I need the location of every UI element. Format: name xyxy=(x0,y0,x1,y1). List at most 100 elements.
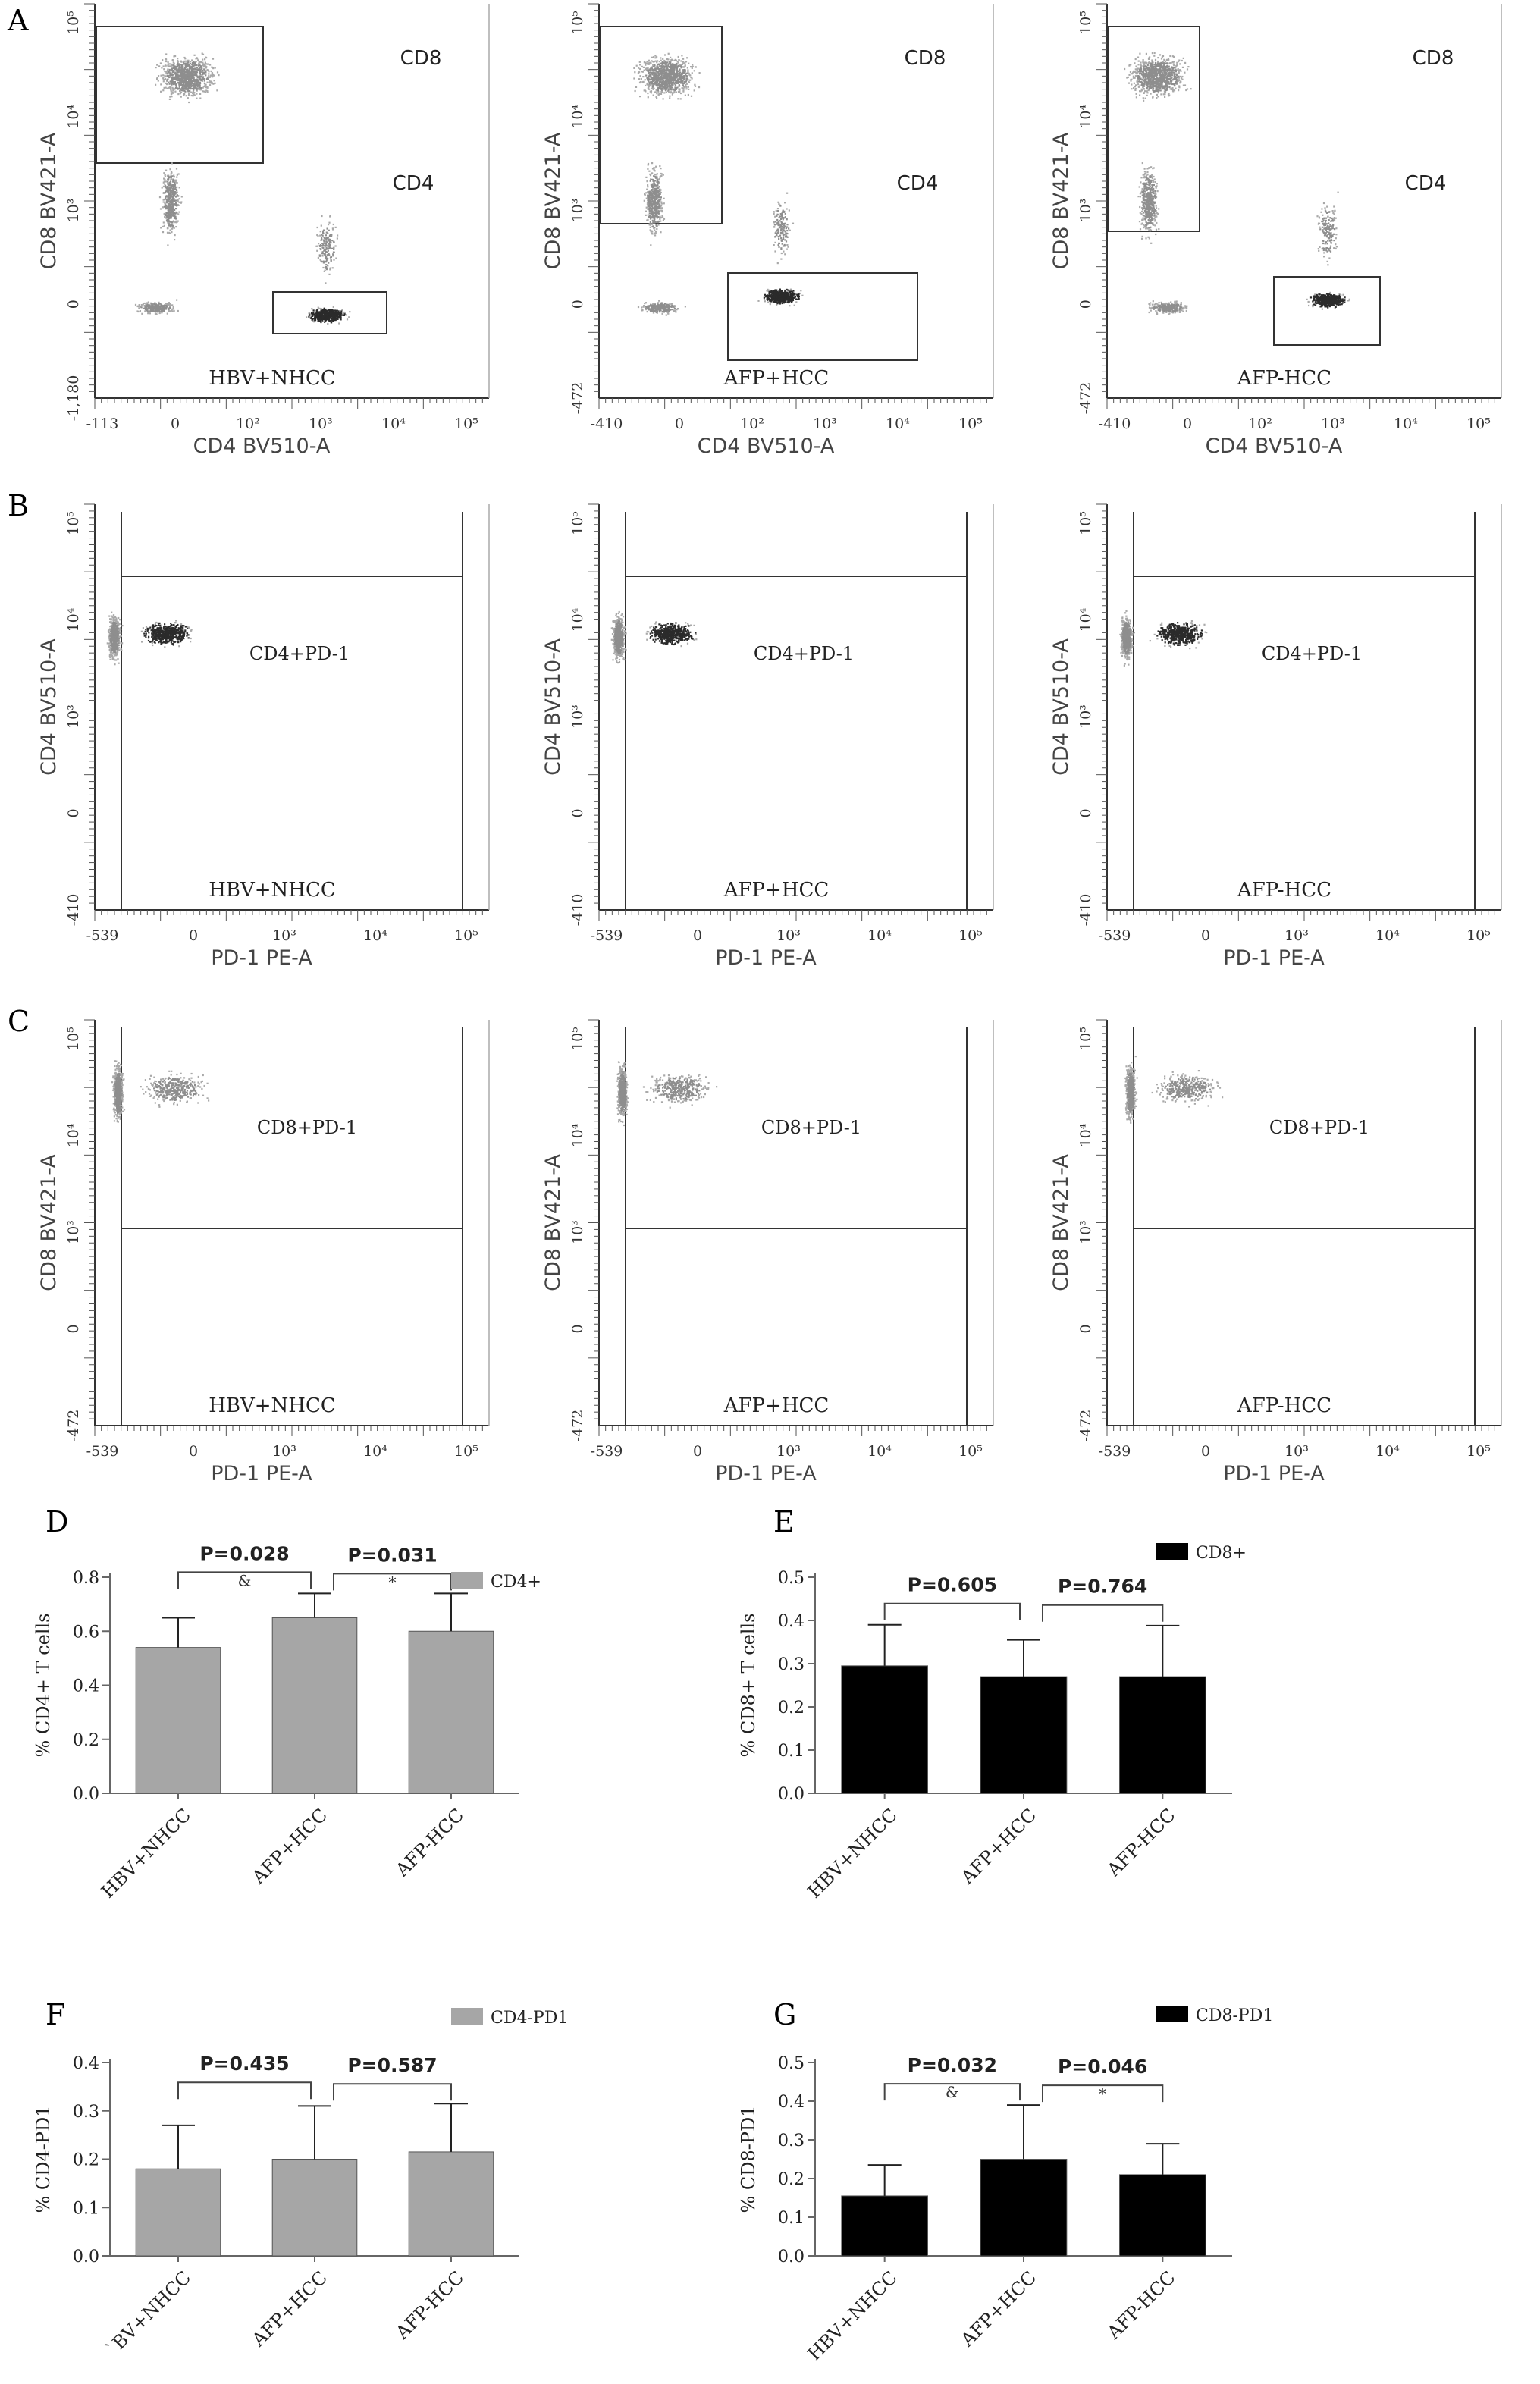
x-tick-label: 10⁴ xyxy=(1375,927,1400,944)
y-tick-label: 0.6 xyxy=(73,1623,99,1642)
x-axis-title: PD-1 PE-A xyxy=(715,1462,817,1485)
bar-chart-panels: 0.0 0.2 0.4 0.6 0.8 % CD4+ T cells HBV+NHCC AFP… xyxy=(33,1542,1273,2364)
double-negative-population xyxy=(134,299,179,315)
y-tick-label: -410 xyxy=(569,894,586,927)
x-tick-label: 10³ xyxy=(776,927,801,944)
cd4-population xyxy=(757,288,804,307)
flow-cytometry-panels: -113 0 10² 10³ 10⁴ 10⁵ -1,180 0 10³ 10⁴ 10⁵ CD4 BV5… xyxy=(37,3,1502,1485)
x-axis-title: CD4 BV510-A xyxy=(193,434,331,458)
x-tick-label: -539 xyxy=(86,927,119,944)
gate-label: CD4+PD-1 xyxy=(754,643,854,664)
cd8-gate-label: CD8 xyxy=(1413,47,1454,70)
p-value-label: P=0.587 xyxy=(347,2054,437,2076)
x-tick-label: 0 xyxy=(1201,927,1210,944)
bar-chart-e: 0.0 0.1 0.2 0.3 0.4 0.5 % CD8+ T cells HBV+NHCC… xyxy=(738,1543,1247,1902)
gate-label: CD8+PD-1 xyxy=(257,1117,357,1138)
gate-label: CD8+PD-1 xyxy=(1269,1117,1369,1138)
flow-plot-b-1: -539 0 10³ 10⁴ 10⁵ -410 0 10³ 10⁴ 10⁵ PD-1 PE-A CD4… xyxy=(37,503,490,970)
x-tick-label: 10⁴ xyxy=(867,927,892,944)
y-tick-label: 10⁴ xyxy=(569,607,586,632)
x-tick-label: AFP+HCC xyxy=(247,1804,331,1888)
x-tick-label: 10⁴ xyxy=(1375,1443,1400,1460)
legend-swatch xyxy=(1156,1543,1188,1560)
y-tick-label: 0.1 xyxy=(778,2209,805,2228)
y-tick-label: 10⁴ xyxy=(1077,104,1094,128)
x-tick-label: 10³ xyxy=(272,927,296,944)
x-tick-label: 10³ xyxy=(776,1443,801,1460)
bar xyxy=(841,2195,929,2257)
cd4-gate-label: CD4 xyxy=(897,172,939,195)
y-tick-label: 0.2 xyxy=(73,1731,99,1750)
x-tick-label: 10⁴ xyxy=(381,416,406,432)
bar xyxy=(408,1630,494,1794)
flow-plot-a-2: -410 0 10² 10³ 10⁴ 10⁵ -472 0 10³ 10⁴ 10⁵ CD4 BV510… xyxy=(541,3,994,458)
flow-plot-b-2: -539 0 10³ 10⁴ 10⁵ -410 0 10³ 10⁴ 10⁵ PD-1 PE-A CD4… xyxy=(541,503,994,970)
flow-plot-c-2: -539 0 10³ 10⁴ 10⁵ -472 0 10³ 10⁴ 10⁵ PD-1 PE-A CD8… xyxy=(541,1019,994,1485)
y-tick-label: 0 xyxy=(569,1324,586,1333)
x-tick-label: -539 xyxy=(1099,927,1131,944)
y-tick-label: -472 xyxy=(569,1410,586,1442)
y-tick-label: 10⁵ xyxy=(65,11,82,35)
y-tick-label: 0.3 xyxy=(778,2131,805,2150)
x-tick-label: 10⁵ xyxy=(454,927,478,944)
x-tick-label: 10² xyxy=(740,416,764,432)
x-tick-label: 10³ xyxy=(1321,416,1345,432)
panel-letter-e: E xyxy=(773,1505,795,1539)
x-tick-label: 10⁴ xyxy=(363,927,387,944)
y-tick-label: 10³ xyxy=(569,199,586,223)
cd4-gate xyxy=(727,272,918,361)
y-tick-label: 0.0 xyxy=(778,1785,805,1804)
y-axis-title: CD4 BV510-A xyxy=(37,638,61,776)
x-tick-label: 10⁴ xyxy=(1394,416,1418,432)
pd1-negative-population xyxy=(610,610,627,664)
y-tick-label: 10⁵ xyxy=(1077,11,1094,35)
panel-letter-d: D xyxy=(45,1505,68,1539)
flow-plot-a-3: -410 0 10² 10³ 10⁴ 10⁵ -472 0 10³ 10⁴ 10⁵ CD4 BV510… xyxy=(1049,3,1502,458)
gate-label: CD4+PD-1 xyxy=(1262,643,1362,664)
y-tick-label: 0 xyxy=(1077,300,1094,309)
x-tick-label: 0 xyxy=(693,1443,702,1460)
y-tick-label: 10³ xyxy=(65,1220,82,1244)
bar xyxy=(980,1676,1068,1794)
y-tick-label: 0 xyxy=(1077,1324,1094,1333)
x-axis-title: CD4 BV510-A xyxy=(1206,434,1343,458)
x-tick-label: 10³ xyxy=(272,1443,296,1460)
cd8-population xyxy=(155,52,220,104)
comparison-bracket xyxy=(1042,2084,1164,2103)
flow-plot-c-3: -539 0 10³ 10⁴ 10⁵ -472 0 10³ 10⁴ 10⁵ PD-1 PE-A CD8… xyxy=(1049,1019,1502,1485)
y-tick-label: 10⁵ xyxy=(569,11,586,35)
cd4-gate-label: CD4 xyxy=(1405,172,1447,195)
cd4-upper-scatter xyxy=(1316,191,1339,266)
cd8-gate xyxy=(96,26,264,164)
comparison-bracket xyxy=(883,2083,1021,2101)
flow-plot-a-1: -113 0 10² 10³ 10⁴ 10⁵ -1,180 0 10³ 10⁴ 10⁵ CD4 BV5… xyxy=(37,3,490,458)
sample-label: AFP+HCC xyxy=(723,879,830,902)
y-tick-label: 0.0 xyxy=(73,1785,99,1804)
x-tick-label: -539 xyxy=(591,1443,623,1460)
cd8-population xyxy=(633,52,701,100)
y-tick-label: 10³ xyxy=(1077,1220,1094,1244)
x-axis-title: CD4 BV510-A xyxy=(698,434,835,458)
significance-mark: & xyxy=(238,1571,252,1589)
legend-swatch xyxy=(1156,2006,1188,2022)
y-tick-label: -410 xyxy=(1077,894,1094,927)
y-tick-label: -472 xyxy=(1077,382,1094,415)
y-axis-title: % CD8-PD1 xyxy=(738,2105,759,2213)
bar xyxy=(1119,2174,1206,2257)
p-value-label: P=0.764 xyxy=(1058,1576,1147,1598)
x-tick-label: 10² xyxy=(1248,416,1272,432)
sample-label: HBV+NHCC xyxy=(209,879,336,902)
y-tick-label: 0.1 xyxy=(778,1742,805,1761)
y-tick-label: 10⁴ xyxy=(569,104,586,128)
panel-letter-b: B xyxy=(8,489,29,522)
pd1-negative-population xyxy=(1124,1056,1138,1124)
sample-label: AFP-HCC xyxy=(1237,879,1331,902)
bar-chart-f: 0.0 0.1 0.2 0.3 0.4 % CD4-PD1 `BV+NHCC AFP+HCC A… xyxy=(33,2008,568,2360)
x-tick-label: -539 xyxy=(1099,1443,1131,1460)
x-tick-label: 10³ xyxy=(813,416,837,432)
legend-label: CD4-PD1 xyxy=(491,2009,568,2028)
y-tick-label: 0.1 xyxy=(73,2199,99,2218)
significance-mark: & xyxy=(946,2083,959,2101)
significance-mark: * xyxy=(1099,2084,1106,2103)
x-axis-title: PD-1 PE-A xyxy=(1223,946,1325,970)
